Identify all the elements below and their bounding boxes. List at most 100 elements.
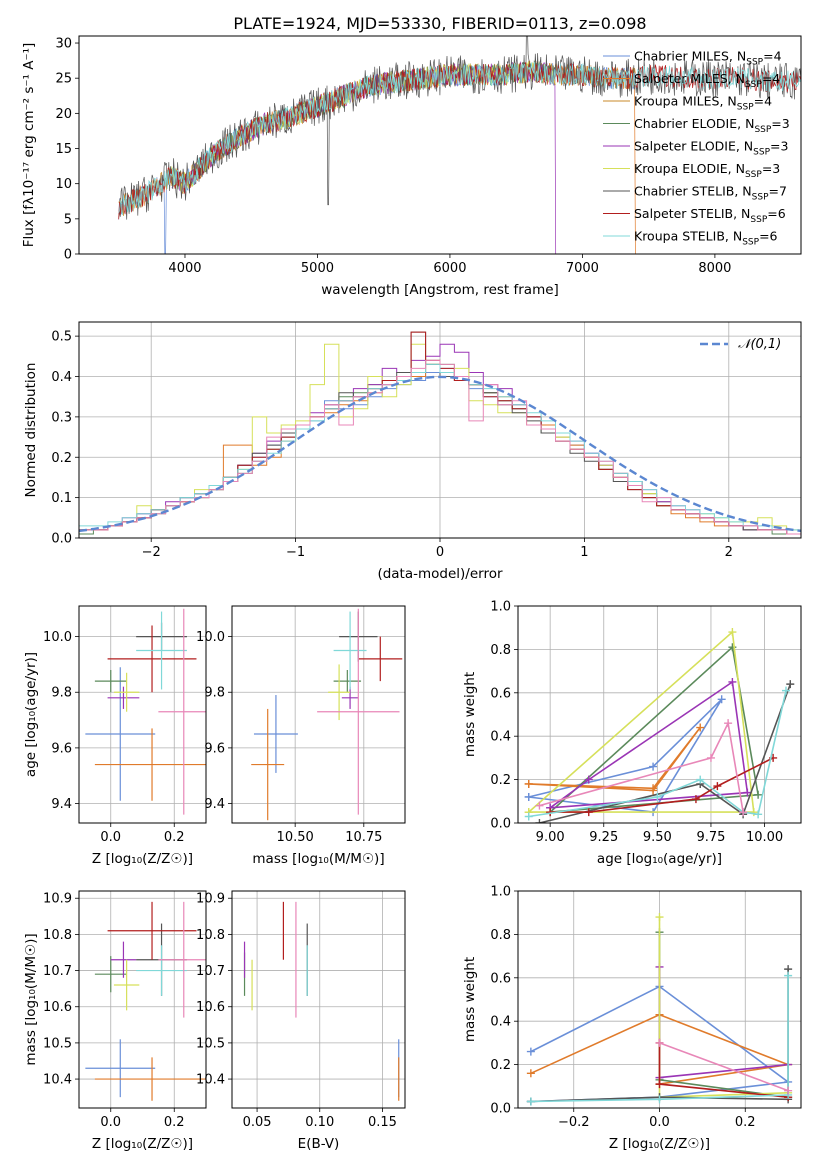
weight-marker-salpeter-stelib — [584, 808, 593, 817]
age-vs-z-panel: 0.0 0.2 9.4 9.6 9.8 10.0 Z [log₁₀(Z/Z☉)] age [l… — [23, 605, 207, 867]
weight-marker-chabrier-miles — [524, 792, 533, 801]
weight-line-chabrier-elodie — [658, 932, 789, 1098]
errorbar-point-salpeter-miles — [94, 728, 206, 801]
axes-frame — [78, 321, 802, 539]
weight-marker-chabrier-miles — [717, 695, 726, 704]
weight-marker-kroupa-elodie — [749, 808, 758, 817]
x-tick-label: 6000 — [433, 261, 466, 276]
y-tick-label: 1.0 — [490, 885, 511, 900]
weight-marker-pink — [535, 801, 544, 810]
y-axis-label: mass [log₁₀(M/M☉)] — [23, 933, 39, 1065]
y-tick-label: 0.6 — [490, 686, 511, 701]
x-tick-label: 8000 — [698, 261, 731, 276]
weight-marker-chabrier-elodie — [754, 790, 763, 799]
x-tick-label: 10.50 — [277, 830, 314, 845]
spectrum-panel: 4000 5000 6000 7000 8000 0 5 10 15 20 25 30 waveleng… — [21, 35, 802, 298]
y-tick-label: 10.8 — [196, 928, 225, 943]
x-tick-label: 0.10 — [305, 1115, 334, 1130]
errorbar-point-salpeter-elodie — [341, 686, 359, 709]
y-tick-label: 0.4 — [490, 730, 511, 745]
x-tick-label: 10.75 — [345, 830, 382, 845]
y-axis-label: Flux [fλ10⁻¹⁷ erg cm⁻² s⁻¹ A⁻¹] — [21, 43, 37, 248]
y-tick-label: 9.8 — [51, 686, 72, 701]
x-tick-label: 0.15 — [368, 1115, 397, 1130]
x-tick-label: 2 — [725, 545, 733, 560]
legend-nssp: =4 — [762, 71, 780, 86]
x-axis-label: Z [log₁₀(Z/Z☉)] — [609, 1136, 710, 1152]
weight-marker-chabrier-elodie — [728, 643, 737, 652]
errorbar-point-chabrier-elodie — [94, 669, 127, 693]
errorbar-point-salpeter-elodie — [107, 686, 140, 709]
y-axis-label: Normed distribution — [23, 363, 39, 498]
y-axis-label: mass weight — [462, 957, 478, 1042]
weight-marker-chabrier-stelib — [535, 819, 544, 823]
legend-sub: SSP — [737, 103, 754, 113]
y-tick-label: 10.6 — [43, 1000, 72, 1015]
weight-marker-salpeter-stelib — [713, 782, 722, 791]
y-tick-label: 15 — [55, 142, 72, 157]
legend-label-kroupa-elodie: Kroupa ELODIE, NSSP=3 — [634, 161, 780, 180]
x-tick-label: 10.00 — [746, 830, 783, 845]
legend-sub: SSP — [745, 80, 762, 90]
errorbars — [243, 901, 400, 1101]
y-tick-label: 10.4 — [196, 1073, 225, 1088]
y-tick-label: 10.8 — [43, 928, 72, 943]
x-tick-label: 1 — [580, 545, 588, 560]
weight-line-pink — [539, 720, 744, 813]
legend-sub: SSP — [752, 193, 769, 203]
legend-nssp: =4 — [763, 49, 781, 64]
errorbar-point-chabrier-miles — [85, 1039, 156, 1098]
y-tick-label: 0.3 — [51, 410, 72, 425]
y-tick-label: 9.4 — [204, 797, 225, 812]
weight-marker-pink — [739, 808, 748, 817]
errorbar-point-salpeter-miles — [94, 1057, 206, 1101]
histogram-panel: −2 −1 0 1 2 0.0 0.1 0.2 0.3 0.4 0.5 (data-model)/er… — [23, 321, 802, 582]
axes-frame — [517, 890, 802, 1109]
legend-label-chabrier-stelib: Chabrier STELIB, NSSP=7 — [634, 184, 787, 203]
weight-marker-pink — [655, 1038, 664, 1047]
x-tick-label: 0.2 — [735, 1115, 756, 1130]
errorbar-point-salpeter-stelib — [107, 901, 197, 960]
y-tick-label: 10.7 — [196, 964, 225, 979]
axes-frame — [78, 35, 802, 255]
axes-frame — [78, 605, 207, 824]
x-tick-label: 0.2 — [164, 1115, 185, 1130]
y-tick-label: 10.4 — [43, 1073, 72, 1088]
weight-marker-salpeter-stelib — [655, 1080, 664, 1089]
legend-nssp: =4 — [754, 94, 772, 109]
axes-frame — [517, 605, 802, 824]
errorbar-point-kroupa-elodie — [113, 959, 140, 1011]
weight-line-pink — [659, 1042, 789, 1092]
legend-sub: SSP — [750, 215, 767, 225]
y-tick-label: 0.2 — [490, 1058, 511, 1073]
y-tick-label: 0.2 — [51, 451, 72, 466]
errorbar-point-salpeter-miles — [251, 708, 285, 821]
histogram-steps — [79, 331, 801, 538]
y-tick-label: 10.5 — [196, 1036, 225, 1051]
legend-label-kroupa-stelib: Kroupa STELIB, NSSP=6 — [634, 229, 778, 248]
figure-title: PLATE=1924, MJD=53330, FIBERID=0113, z=0… — [233, 14, 646, 33]
y-tick-label: 10.9 — [43, 892, 72, 907]
y-axis-label: mass weight — [462, 672, 478, 757]
weight-marker-kroupa-stelib — [784, 971, 793, 980]
x-axis-label: Z [log₁₀(Z/Z☉)] — [92, 851, 193, 867]
legend-nssp: =6 — [759, 229, 777, 244]
y-tick-label: 0.0 — [490, 1102, 511, 1117]
weight-marker-pink — [706, 753, 715, 762]
x-axis-label: age [log₁₀(age/yr)] — [597, 851, 722, 867]
x-tick-label: 0 — [436, 545, 444, 560]
x-tick-label: 4000 — [168, 261, 201, 276]
y-tick-label: 10.7 — [43, 964, 72, 979]
x-tick-label: −2 — [142, 545, 161, 560]
y-tick-label: 0.8 — [490, 928, 511, 943]
weight-marker-salpeter-elodie — [584, 775, 593, 784]
legend-label-chabrier-miles: Chabrier MILES, NSSP=4 — [634, 49, 782, 68]
legend-sub: SSP — [746, 58, 763, 68]
y-tick-label: 30 — [55, 37, 72, 52]
x-tick-label: 5000 — [301, 261, 334, 276]
errorbar-point-kroupa-stelib — [136, 611, 187, 690]
legend-sub: SSP — [742, 238, 759, 248]
y-tick-label: 0 — [64, 248, 72, 263]
errorbar-point-pink — [158, 901, 206, 1018]
y-tick-label: 9.4 — [51, 797, 72, 812]
